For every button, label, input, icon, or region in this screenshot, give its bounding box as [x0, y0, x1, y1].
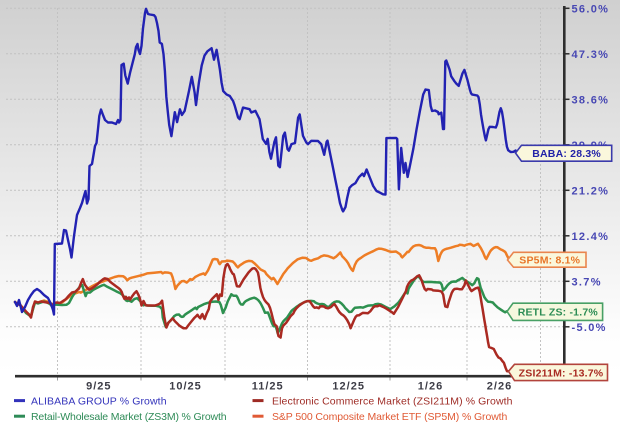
- svg-text:1/26: 1/26: [418, 381, 443, 393]
- svg-text:11/25: 11/25: [252, 381, 284, 393]
- svg-text:RETL ZS: -1.7%: RETL ZS: -1.7%: [518, 307, 599, 319]
- svg-text:2/26: 2/26: [487, 381, 512, 393]
- svg-text:S&P 500 Composite Market ETF (: S&P 500 Composite Market ETF (SP5M) % Gr…: [272, 411, 507, 423]
- svg-text:9/25: 9/25: [86, 381, 111, 393]
- svg-text:38.6%: 38.6%: [572, 95, 610, 107]
- svg-text:Retail-Wholesale Market (ZS3M): Retail-Wholesale Market (ZS3M) % Growth: [31, 411, 227, 423]
- svg-text:ALIBABA GROUP % Growth: ALIBABA GROUP % Growth: [31, 395, 167, 407]
- svg-text:56.0%: 56.0%: [572, 4, 610, 16]
- svg-text:12.4%: 12.4%: [572, 231, 610, 243]
- svg-text:47.3%: 47.3%: [572, 49, 610, 61]
- svg-text:BABA: 28.3%: BABA: 28.3%: [532, 148, 601, 160]
- svg-text:21.2%: 21.2%: [572, 186, 610, 198]
- svg-text:SP5M: 8.1%: SP5M: 8.1%: [519, 255, 580, 267]
- svg-text:Electronic Commerce Market (ZS: Electronic Commerce Market (ZSI211M) % G…: [272, 395, 513, 407]
- svg-text:10/25: 10/25: [169, 381, 202, 393]
- svg-text:12/25: 12/25: [332, 381, 365, 393]
- svg-text:-5.0%: -5.0%: [572, 322, 607, 334]
- svg-text:ZSI211M: -13.7%: ZSI211M: -13.7%: [519, 367, 604, 379]
- svg-text:3.7%: 3.7%: [572, 277, 602, 289]
